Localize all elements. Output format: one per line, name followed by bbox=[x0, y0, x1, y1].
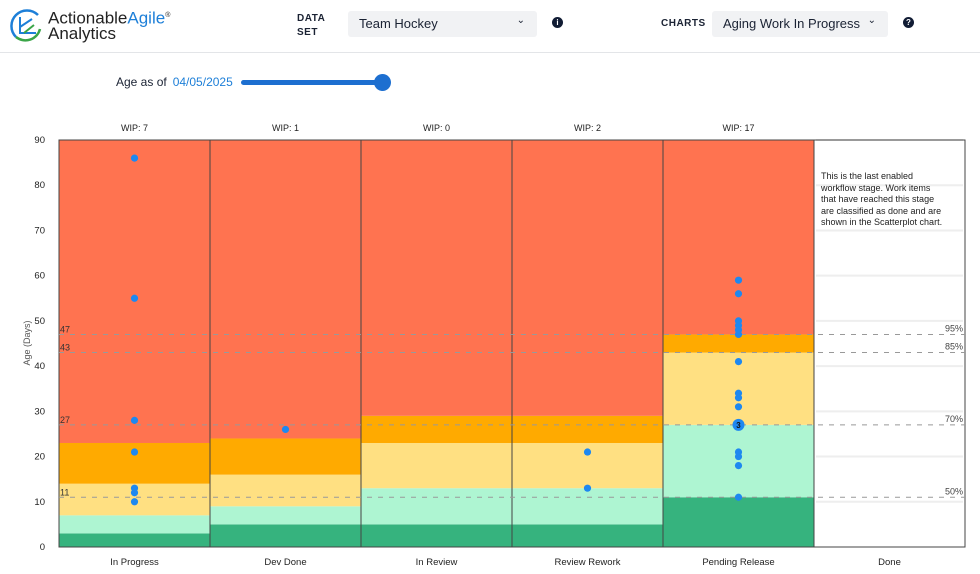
band-p50 bbox=[59, 533, 210, 547]
work-item-dot[interactable] bbox=[734, 389, 743, 397]
top-header: ActionableAgile® Analytics DATA SET Team … bbox=[0, 0, 980, 53]
band-p70 bbox=[210, 506, 361, 525]
logo[interactable]: ActionableAgile® Analytics bbox=[8, 7, 170, 43]
work-item-dot[interactable] bbox=[734, 448, 743, 456]
band-p50 bbox=[210, 524, 361, 547]
y-tick-label: 20 bbox=[34, 452, 45, 463]
column-label: Pending Release bbox=[702, 557, 774, 568]
work-item-dot[interactable] bbox=[583, 448, 592, 456]
y-tick-label: 40 bbox=[34, 361, 45, 372]
work-item-dot[interactable] bbox=[130, 294, 139, 302]
y-tick-label: 80 bbox=[34, 180, 45, 191]
percentile-value-label: 47 bbox=[60, 324, 70, 334]
percentile-value-label: 43 bbox=[60, 343, 70, 353]
percentile-label: 50% bbox=[945, 486, 963, 496]
work-item-dot[interactable] bbox=[734, 493, 743, 501]
work-item-dot[interactable] bbox=[734, 290, 743, 298]
y-tick-label: 0 bbox=[40, 542, 45, 553]
work-item-dot[interactable] bbox=[130, 448, 139, 456]
percentile-label: 70% bbox=[945, 414, 963, 424]
age-as-of: Age as of 04/05/2025 bbox=[116, 75, 233, 89]
wip-label: WIP: 7 bbox=[121, 123, 148, 133]
y-tick-label: 10 bbox=[34, 497, 45, 508]
band-p50 bbox=[361, 524, 512, 547]
band-above bbox=[59, 140, 210, 443]
band-p85 bbox=[210, 474, 361, 507]
percentile-value-label: 11 bbox=[60, 487, 69, 497]
band-p50 bbox=[663, 497, 814, 547]
percentile-label: 95% bbox=[945, 323, 963, 333]
percentile-value-label: 27 bbox=[60, 415, 70, 425]
cluster-count: 3 bbox=[736, 421, 741, 430]
y-tick-label: 30 bbox=[34, 406, 45, 417]
y-tick-label: 70 bbox=[34, 225, 45, 236]
chevron-down-icon: ⌄ bbox=[867, 15, 876, 26]
band-above bbox=[210, 140, 361, 439]
column-label: Done bbox=[878, 557, 901, 568]
info-icon[interactable]: i bbox=[552, 17, 563, 28]
band-p95 bbox=[512, 415, 663, 443]
y-axis-label: Age (Days) bbox=[22, 320, 32, 365]
band-p50 bbox=[512, 524, 663, 547]
work-item-dot[interactable] bbox=[734, 357, 743, 366]
dataset-label: DATA SET bbox=[297, 13, 326, 38]
band-p85 bbox=[361, 442, 512, 489]
age-slider-thumb[interactable] bbox=[374, 74, 391, 91]
band-p70 bbox=[512, 488, 663, 525]
band-above bbox=[512, 140, 663, 416]
work-item-dot[interactable] bbox=[734, 276, 743, 284]
work-item-dot[interactable] bbox=[583, 484, 592, 492]
logo-icon bbox=[10, 9, 42, 42]
band-p70 bbox=[59, 515, 210, 534]
column-label: In Review bbox=[416, 557, 458, 568]
wip-label: WIP: 17 bbox=[722, 123, 754, 133]
wip-label: WIP: 2 bbox=[574, 123, 601, 133]
done-column-note: This is the last enabled workflow stage.… bbox=[821, 171, 943, 227]
age-slider-track[interactable] bbox=[241, 80, 385, 85]
work-item-dot[interactable] bbox=[734, 317, 743, 325]
age-date: 04/05/2025 bbox=[172, 75, 233, 89]
wip-label: WIP: 1 bbox=[272, 123, 299, 133]
work-item-dot[interactable] bbox=[130, 154, 139, 162]
work-item-dot[interactable] bbox=[734, 462, 743, 470]
column-label: Dev Done bbox=[264, 557, 306, 568]
help-icon[interactable]: ? bbox=[903, 17, 914, 28]
column-label: In Progress bbox=[110, 557, 159, 568]
chevron-down-icon: ⌄ bbox=[516, 15, 525, 26]
charts-select[interactable]: Aging Work In Progress ⌄ bbox=[712, 11, 888, 37]
charts-label: CHARTS bbox=[661, 18, 706, 29]
band-p70 bbox=[663, 424, 814, 498]
percentile-label: 85% bbox=[945, 342, 963, 352]
y-tick-label: 50 bbox=[34, 316, 45, 327]
y-tick-label: 90 bbox=[34, 135, 45, 146]
band-above bbox=[361, 140, 512, 416]
work-item-dot[interactable] bbox=[130, 498, 139, 506]
column-border bbox=[813, 139, 966, 548]
dataset-select[interactable]: Team Hockey ⌄ bbox=[348, 11, 537, 37]
band-p95 bbox=[663, 334, 814, 353]
band-p95 bbox=[210, 438, 361, 475]
wip-label: WIP: 0 bbox=[423, 123, 450, 133]
y-tick-label: 60 bbox=[34, 271, 45, 282]
column-label: Review Rework bbox=[555, 557, 621, 568]
work-item-dot[interactable] bbox=[734, 403, 743, 411]
work-item-dot[interactable] bbox=[130, 484, 139, 492]
work-item-dot[interactable] bbox=[732, 418, 745, 431]
work-item-dot[interactable] bbox=[130, 416, 139, 424]
logo-text: ActionableAgile® Analytics bbox=[48, 8, 171, 44]
work-item-dot[interactable] bbox=[281, 425, 290, 434]
band-p70 bbox=[361, 488, 512, 525]
band-p95 bbox=[361, 415, 512, 443]
band-above bbox=[663, 140, 814, 335]
